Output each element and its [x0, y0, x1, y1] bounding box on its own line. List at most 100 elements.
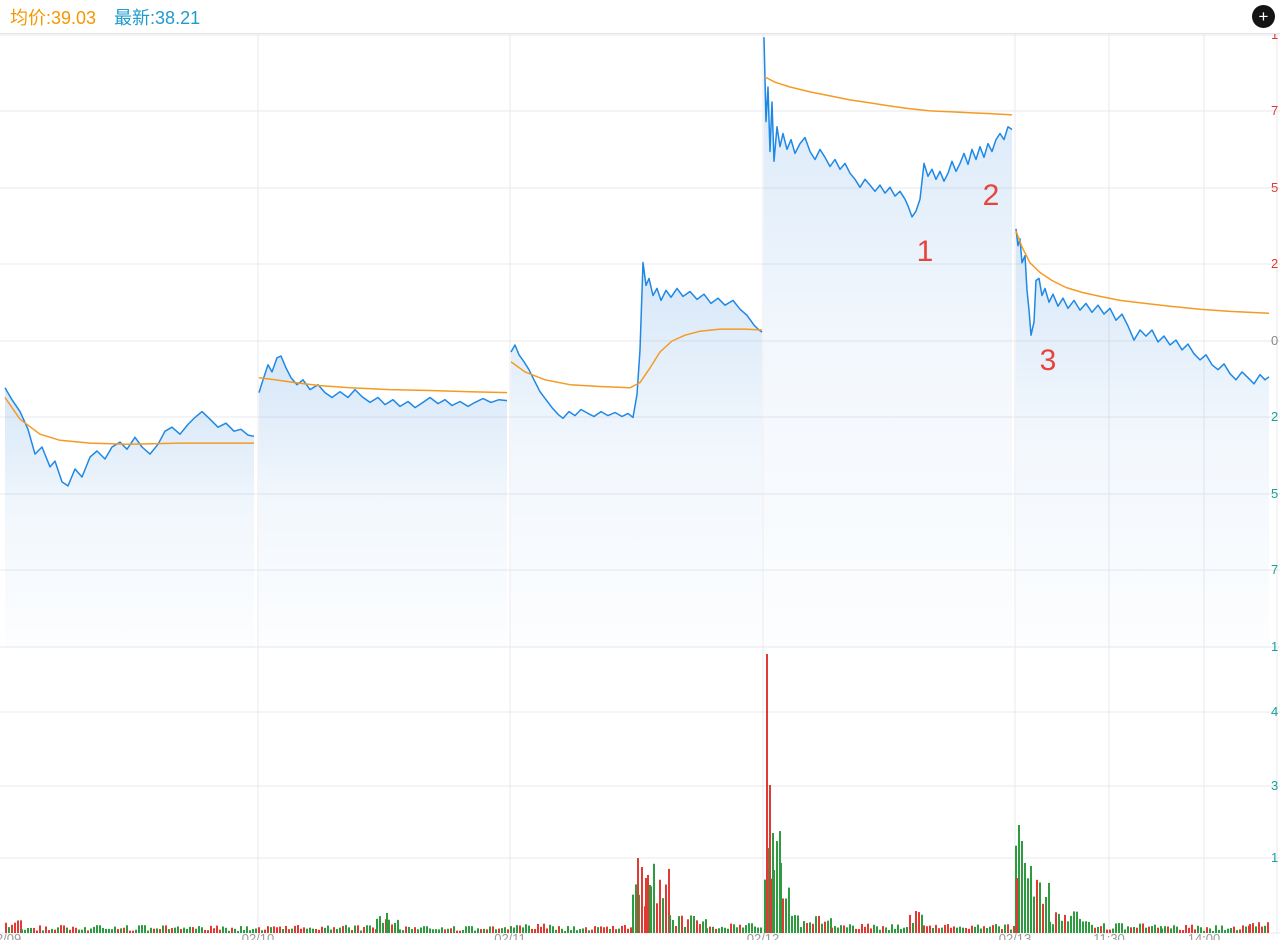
- volume-bar: [357, 925, 359, 933]
- volume-spike-bar: [1024, 863, 1026, 933]
- volume-bar: [96, 925, 98, 933]
- add-button[interactable]: +: [1252, 5, 1275, 28]
- volume-bar: [1121, 923, 1123, 933]
- volume-bar: [1049, 921, 1051, 933]
- volume-bar: [627, 928, 629, 933]
- volume-bar: [1088, 922, 1090, 933]
- volume-bar: [709, 926, 711, 933]
- volume-bar: [138, 925, 140, 933]
- price-line: [510, 261, 763, 420]
- volume-bar: [665, 884, 667, 933]
- volume-bar: [977, 924, 979, 933]
- volume-bar: [903, 927, 905, 933]
- volume-bar: [782, 898, 784, 933]
- volume-spike-bar: [1018, 825, 1020, 933]
- volume-bar: [249, 930, 251, 933]
- volume-bar: [647, 875, 649, 933]
- volume-bar: [513, 927, 515, 933]
- volume-bar: [757, 927, 759, 933]
- volume-bar: [606, 926, 608, 933]
- volume-bar: [986, 928, 988, 933]
- average-price-line: [1015, 230, 1270, 314]
- volume-bar: [659, 879, 661, 933]
- volume-bar: [1197, 925, 1199, 933]
- volume-bar: [788, 887, 790, 933]
- volume-bar: [192, 927, 194, 933]
- volume-bar: [555, 929, 557, 933]
- volume-bar: [102, 927, 104, 933]
- volume-bar: [582, 928, 584, 933]
- volume-bar: [693, 915, 695, 933]
- volume-bar: [730, 923, 732, 933]
- volume-bar: [1055, 912, 1057, 933]
- volume-bar: [426, 926, 428, 933]
- volume-bar: [195, 928, 197, 933]
- volume-bar: [992, 925, 994, 933]
- volume-bar: [1094, 927, 1096, 933]
- volume-bar: [1224, 930, 1226, 933]
- volume-bar: [1082, 921, 1084, 933]
- volume-bar: [270, 927, 272, 933]
- volume-bar: [870, 928, 872, 933]
- volume-bar: [363, 926, 365, 933]
- volume-bar: [129, 930, 131, 933]
- volume-bar: [318, 929, 320, 933]
- volume-bar: [653, 863, 655, 933]
- volume-bar: [944, 924, 946, 933]
- volume-bar: [498, 928, 500, 933]
- volume-bar: [450, 928, 452, 933]
- volume-bar: [388, 919, 390, 933]
- volume-bar: [1267, 922, 1269, 933]
- volume-bar: [486, 929, 488, 933]
- volume-bar: [66, 927, 68, 933]
- volume-bar: [366, 925, 368, 933]
- volume-bar: [950, 927, 952, 933]
- volume-bar: [372, 927, 374, 933]
- volume-bar: [93, 926, 95, 933]
- volume-bar: [938, 928, 940, 933]
- volume-bar: [834, 926, 836, 933]
- volume-bar: [764, 879, 766, 933]
- volume-bar: [1010, 929, 1012, 933]
- volume-bar: [812, 923, 814, 933]
- volume-bar: [561, 928, 563, 933]
- volume-bar: [468, 926, 470, 933]
- volume-bar: [189, 926, 191, 933]
- volume-bar: [21, 929, 23, 933]
- volume-bar: [120, 928, 122, 933]
- chart-header: 均价:39.03 最新:38.21 +: [0, 0, 1280, 34]
- volume-bar: [998, 926, 1000, 933]
- volume-bar: [809, 922, 811, 933]
- volume-bar: [78, 929, 80, 933]
- volume-bar: [721, 926, 723, 933]
- volume-bar: [603, 927, 605, 933]
- volume-bar: [567, 926, 569, 933]
- volume-bar: [718, 928, 720, 933]
- volume-bar: [1230, 928, 1232, 933]
- volume-bar: [45, 926, 47, 933]
- volume-bar: [522, 927, 524, 933]
- volume-bar: [827, 920, 829, 933]
- volume-bar: [831, 927, 833, 933]
- price-area-fill: [511, 262, 762, 648]
- volume-bar: [213, 928, 215, 933]
- volume-bar: [921, 914, 923, 933]
- volume-bar: [1161, 928, 1163, 933]
- volume-bar: [965, 927, 967, 933]
- volume-bar: [1145, 927, 1147, 933]
- volume-bar: [748, 923, 750, 933]
- volume-bar: [579, 929, 581, 933]
- volume-bar: [1033, 896, 1035, 933]
- volume-bar: [222, 926, 224, 933]
- price-line: [4, 387, 255, 487]
- volume-bar: [20, 920, 22, 933]
- volume-bar: [1103, 923, 1105, 933]
- volume-bar: [962, 927, 964, 933]
- volume-bar: [135, 929, 137, 933]
- volume-bar: [1200, 927, 1202, 933]
- volume-bar: [459, 930, 461, 933]
- volume-bar: [126, 925, 128, 933]
- average-price-label: 均价:39.03: [10, 7, 97, 28]
- volume-bar: [87, 930, 89, 933]
